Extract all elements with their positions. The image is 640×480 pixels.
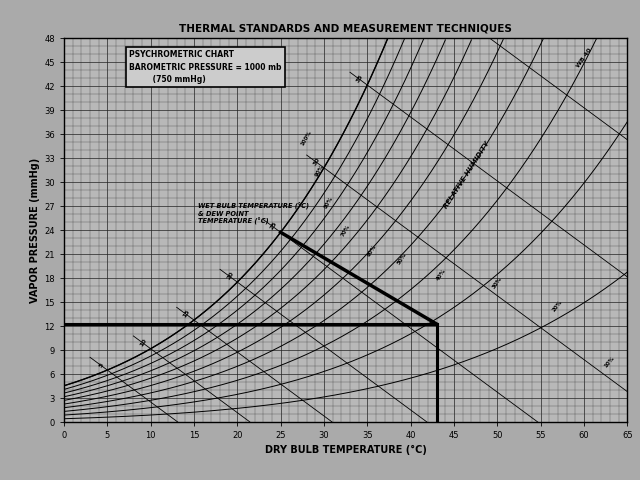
Text: 90%: 90%: [314, 164, 325, 177]
Text: 60%: 60%: [366, 243, 377, 257]
Y-axis label: VAPOR PRESSURE (mmHg): VAPOR PRESSURE (mmHg): [30, 158, 40, 303]
Text: 20: 20: [226, 271, 235, 280]
Text: 15: 15: [182, 309, 191, 318]
Text: 30: 30: [312, 156, 321, 166]
Text: RELATIVE HUMIDITY: RELATIVE HUMIDITY: [443, 140, 491, 209]
Text: 10: 10: [139, 337, 148, 347]
Text: 70%: 70%: [340, 224, 351, 237]
Text: WET BULB TEMPERATURE (°C)
& DEW POINT
TEMPERATURE (°C): WET BULB TEMPERATURE (°C) & DEW POINT TE…: [198, 203, 309, 226]
Text: 100%: 100%: [300, 130, 313, 147]
Text: 50%: 50%: [396, 252, 408, 265]
Text: PSYCHROMETRIC CHART
BAROMETRIC PRESSURE = 1000 mb
         (750 mmHg): PSYCHROMETRIC CHART BAROMETRIC PRESSURE …: [129, 50, 282, 84]
Text: 5: 5: [98, 362, 105, 369]
Text: 40%: 40%: [435, 267, 447, 281]
Text: 10%: 10%: [604, 356, 616, 369]
Text: 30%: 30%: [492, 276, 503, 289]
Text: 35: 35: [356, 73, 365, 84]
X-axis label: DRY BULB TEMPERATURE (°C): DRY BULB TEMPERATURE (°C): [265, 444, 426, 455]
Text: WB 40: WB 40: [575, 48, 593, 69]
Text: 80%: 80%: [323, 195, 333, 209]
Text: 25: 25: [269, 221, 278, 231]
Text: 20%: 20%: [552, 300, 564, 313]
Title: THERMAL STANDARDS AND MEASUREMENT TECHNIQUES: THERMAL STANDARDS AND MEASUREMENT TECHNI…: [179, 24, 512, 34]
